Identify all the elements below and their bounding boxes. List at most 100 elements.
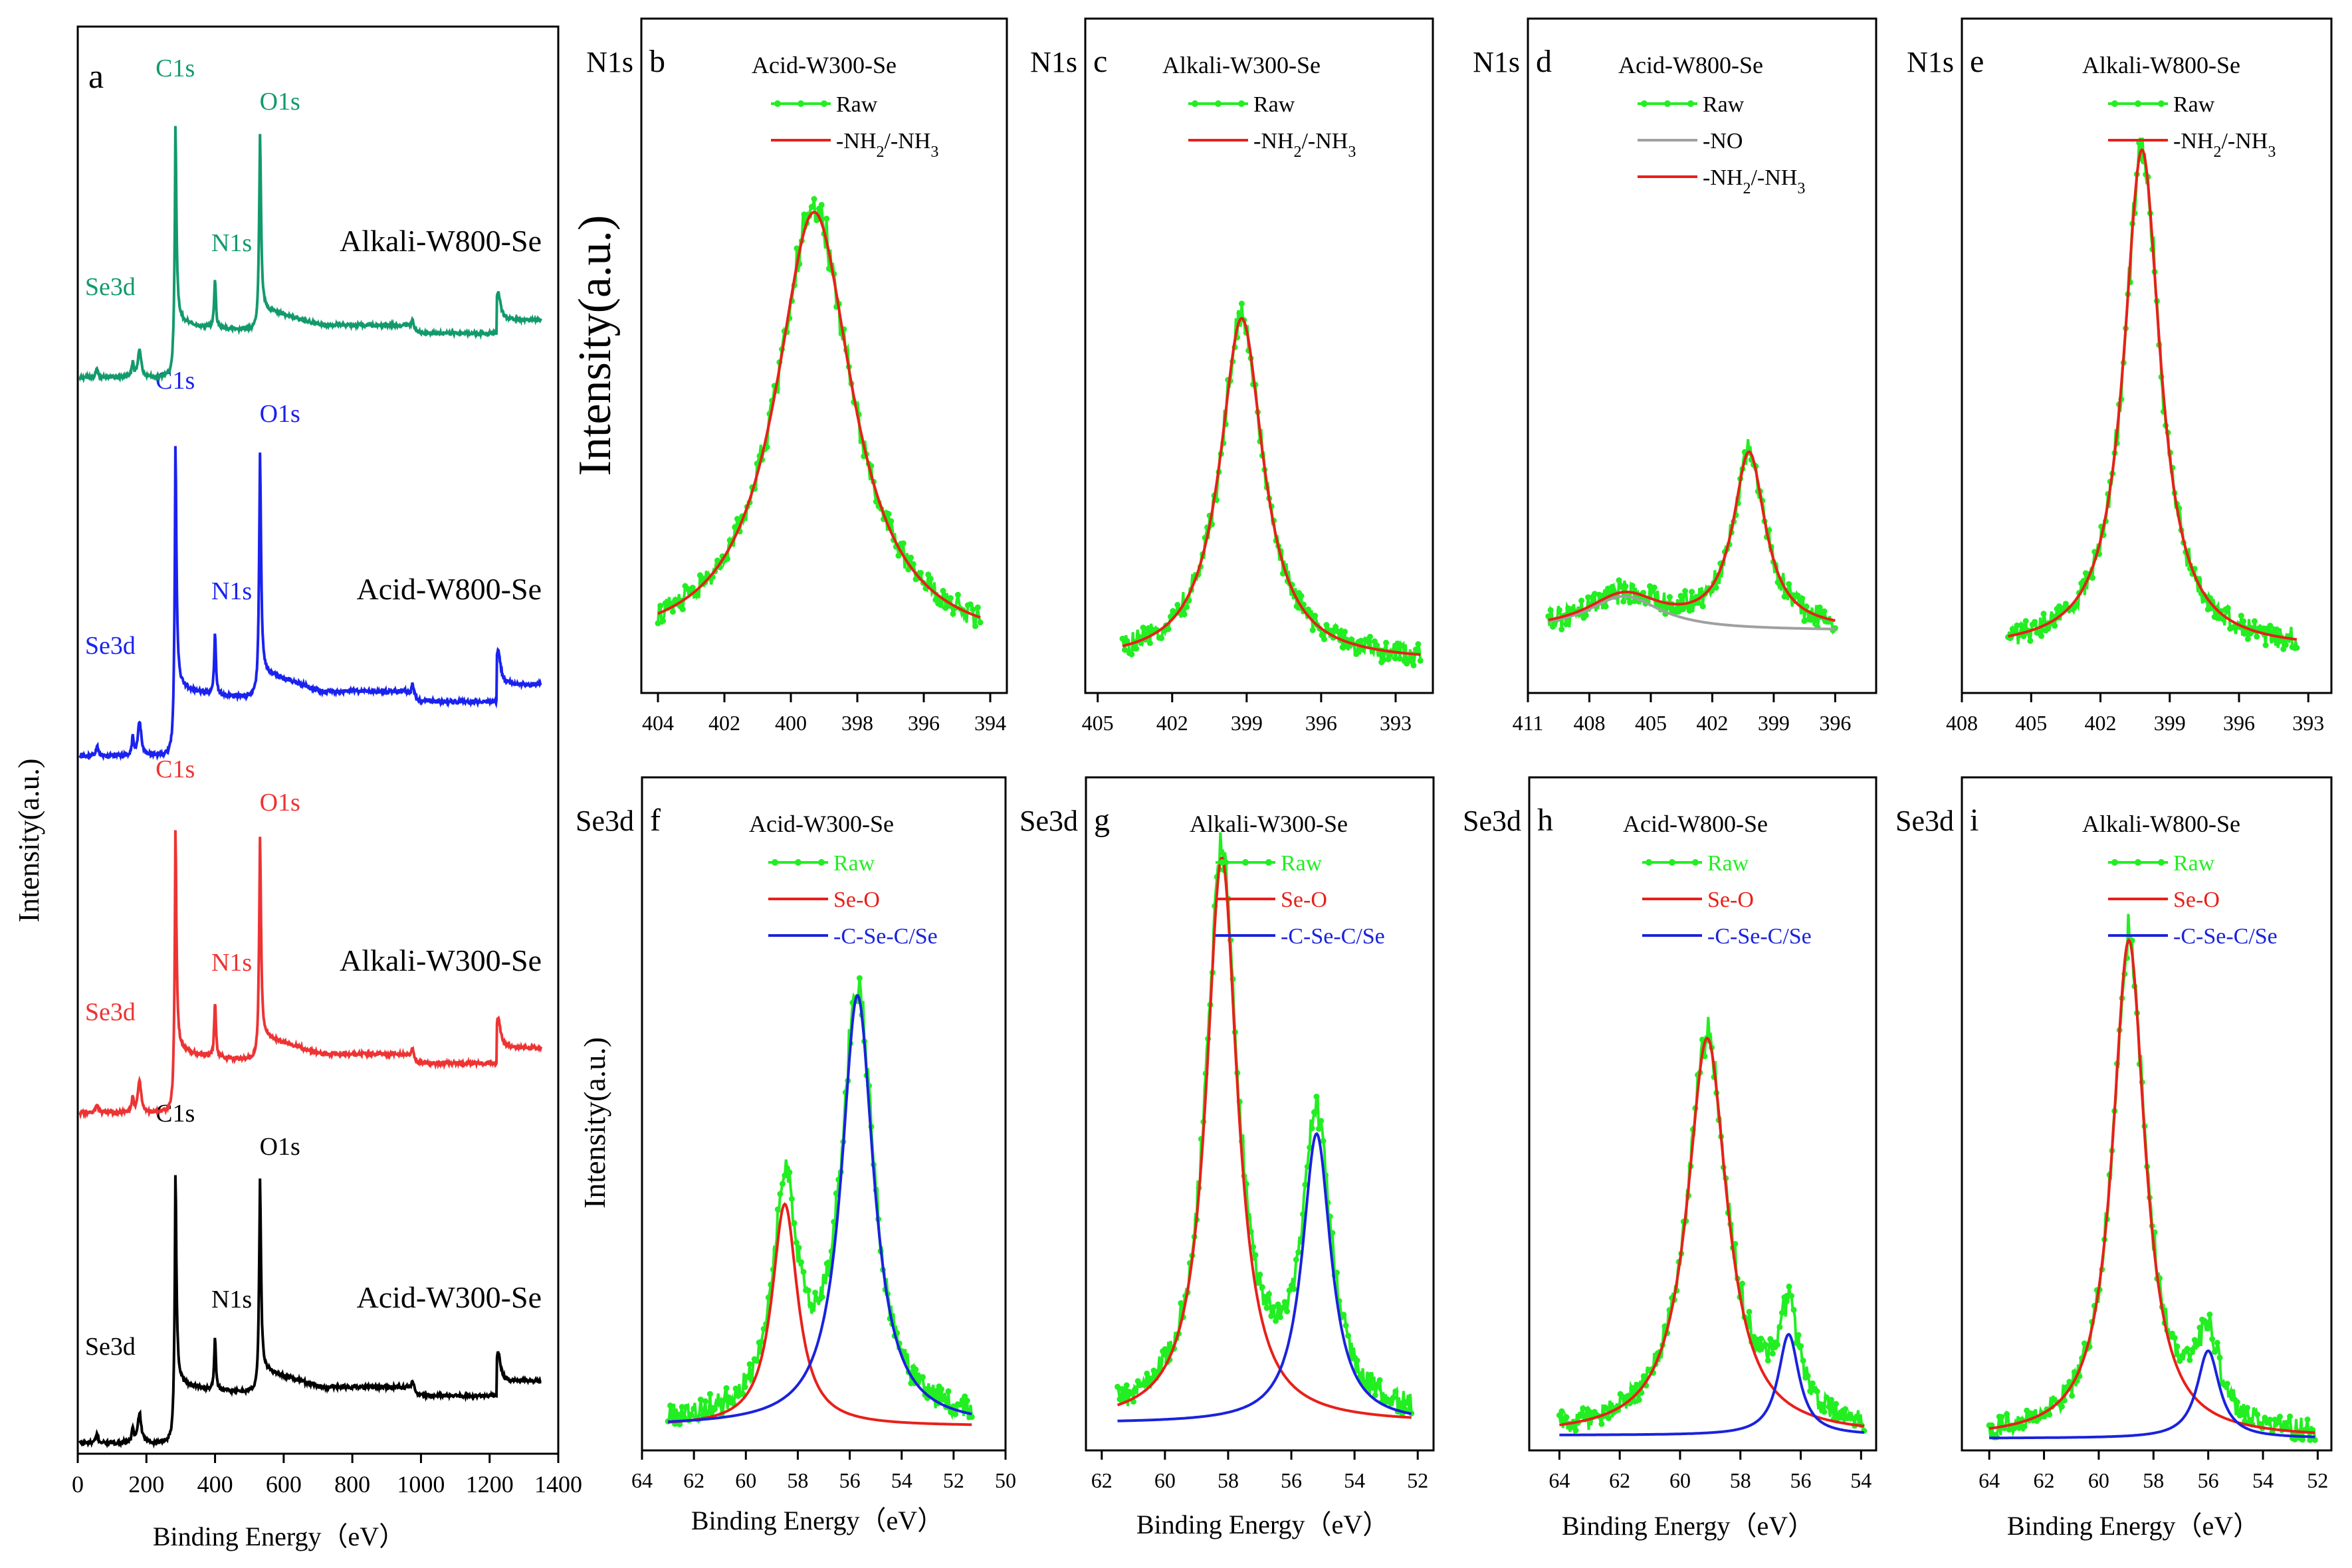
raw-point [679, 606, 686, 613]
axes-frame [76, 25, 560, 1455]
raw-point [2196, 1324, 2203, 1331]
raw-point [688, 1412, 695, 1419]
survey-acid-w800-se [78, 446, 542, 761]
raw-point [910, 561, 916, 567]
raw-point [1162, 1346, 1168, 1353]
x-tick-label: 54 [1344, 1468, 1365, 1492]
x-tick-label: 62 [1091, 1468, 1113, 1492]
fit--c-se-c-se [1989, 1349, 2315, 1440]
y-axis-label-n1s: Intensity(a.u.) [570, 215, 621, 476]
panel-label: i [1970, 803, 1978, 838]
peak-label: N1s [211, 949, 252, 977]
x-tick-label: 398 [841, 711, 873, 735]
x-tick-label: 56 [1790, 1468, 1812, 1492]
raw-point [732, 524, 738, 530]
raw-point [2234, 1399, 2240, 1405]
x-axis-label-g: Binding Energy（eV） [1136, 1510, 1389, 1539]
element-label: N1s [1473, 46, 1520, 78]
raw-point [1277, 1314, 1283, 1320]
raw-point [1545, 613, 1552, 620]
legend-label: -C-Se-C/Se [2173, 924, 2278, 949]
raw-point [2216, 1354, 2223, 1361]
plot-area [665, 975, 975, 1428]
raw-point [760, 1325, 767, 1332]
raw-point [1651, 584, 1657, 591]
raw-point [1115, 1383, 1121, 1390]
raw-point [1849, 1415, 1856, 1421]
x-tick-label: 396 [1819, 711, 1851, 735]
raw-point [1572, 1427, 1579, 1434]
raw-point [2038, 633, 2045, 639]
raw-point [954, 591, 961, 598]
series-label: Acid-W300-Se [357, 1280, 542, 1314]
raw-point [1821, 608, 1828, 615]
raw-point [704, 1410, 711, 1416]
raw-point [1605, 1415, 1612, 1421]
x-axis-label-a: Binding Energy（eV） [153, 1521, 405, 1551]
raw-point [1250, 1244, 1257, 1250]
raw-point [1412, 646, 1419, 652]
raw-point [912, 1366, 919, 1373]
x-tick-label: 60 [1154, 1468, 1176, 1492]
legend-label: -C-Se-C/Se [833, 924, 938, 949]
legend-label: -C-Se-C/Se [1707, 924, 1812, 949]
raw-point [1312, 613, 1319, 619]
raw-point [1790, 1306, 1797, 1313]
raw-point [957, 1401, 964, 1408]
raw-point [813, 217, 820, 223]
fit--c-se-c-se [667, 993, 972, 1423]
raw-point [1140, 625, 1146, 631]
raw-point [1295, 1249, 1302, 1256]
raw-point [1376, 1377, 1383, 1383]
raw-point [2254, 1411, 2261, 1418]
raw-point [1302, 1181, 1309, 1188]
raw-point [2204, 1320, 2210, 1326]
raw-point [1293, 603, 1300, 610]
raw-point [1133, 645, 1140, 652]
raw-point [927, 575, 934, 582]
raw-point [1329, 1230, 1336, 1236]
raw-point [900, 540, 907, 547]
raw-point [808, 203, 815, 210]
raw-point [788, 1196, 795, 1202]
raw-point [2294, 644, 2300, 651]
raw-point [1119, 635, 1126, 642]
raw-point [742, 1384, 748, 1391]
raw-point [2206, 1312, 2213, 1318]
raw-point [1165, 626, 1172, 633]
raw-point [1622, 583, 1629, 589]
raw-point [2069, 1393, 2076, 1399]
raw-point [691, 1405, 697, 1412]
legend-title: Alkali-W800-Se [2082, 811, 2240, 837]
legend-title: Acid-W300-Se [752, 52, 897, 78]
raw-point [681, 1415, 688, 1421]
raw-point [1677, 593, 1684, 599]
raw-point [1340, 1312, 1347, 1318]
raw-point [940, 1397, 947, 1403]
raw-point [1602, 603, 1609, 610]
raw-point [2274, 626, 2280, 633]
raw-point [1608, 1401, 1614, 1408]
legend-marker [772, 859, 778, 866]
element-label: N1s [1907, 46, 1954, 78]
raw-point [2171, 1335, 2178, 1341]
x-tick-label: 62 [683, 1468, 704, 1492]
raw-point [774, 1206, 781, 1213]
legend-marker [1641, 100, 1648, 107]
raw-point [1390, 1395, 1396, 1401]
raw-point [912, 576, 919, 583]
raw-point [1291, 1286, 1297, 1292]
legend-label: Raw [1707, 851, 1749, 876]
raw-point [1814, 1388, 1820, 1395]
raw-point [1298, 593, 1305, 599]
raw-point [791, 1220, 798, 1226]
x-tick-label: 1400 [534, 1471, 582, 1498]
raw-point [1781, 593, 1788, 600]
raw-point [1345, 1332, 1351, 1339]
raw-point [1417, 657, 1424, 664]
raw-point [1383, 639, 1390, 646]
raw-point [2212, 1349, 2218, 1355]
raw-point [1321, 636, 1327, 642]
series-label: Alkali-W800-Se [340, 224, 542, 258]
raw-point [1828, 1397, 1834, 1403]
